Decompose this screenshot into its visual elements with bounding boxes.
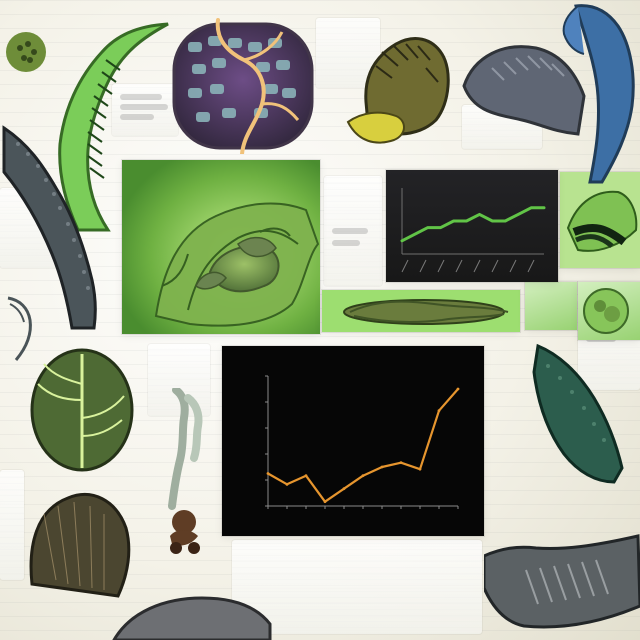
top-chart-axis-label-stroke bbox=[419, 259, 427, 273]
top-chart-axis-label-stroke bbox=[527, 259, 535, 273]
note-line bbox=[120, 114, 154, 120]
note-block-middle-left bbox=[148, 344, 210, 416]
small-critter-specimen bbox=[156, 500, 214, 558]
white-figure-specimen bbox=[156, 386, 212, 528]
bone-fragment-icon bbox=[7, 296, 32, 361]
brown-bark-svg bbox=[29, 493, 131, 598]
note-line bbox=[332, 240, 360, 246]
brown-bark-specimen bbox=[20, 488, 132, 604]
note-line bbox=[120, 104, 168, 110]
long-green-specimen-svg bbox=[322, 290, 520, 332]
green-leaf-specimen bbox=[26, 344, 140, 478]
long-green-specimen-panel bbox=[322, 290, 520, 332]
small-fossil-fragment bbox=[0, 290, 40, 370]
note-block-bottom-left bbox=[0, 470, 24, 580]
note-block-top-left bbox=[112, 84, 178, 136]
olive-creature-specimen bbox=[334, 20, 460, 146]
white-figure-svg bbox=[168, 386, 203, 510]
top-chart-axis-label-stroke bbox=[437, 259, 445, 273]
top-chart-series-line bbox=[400, 206, 546, 243]
creature-study-icon bbox=[346, 37, 450, 144]
top-chart-axis-label-stroke bbox=[491, 259, 499, 273]
top-left-round-specimen bbox=[0, 0, 80, 80]
small-green-cell-svg bbox=[583, 288, 629, 334]
top-chart-axis-label-stroke bbox=[509, 259, 517, 273]
green-leaf-svg bbox=[30, 348, 134, 472]
small-green-cell-tile bbox=[578, 282, 640, 340]
purple-tissue-specimen bbox=[170, 16, 316, 156]
dark-green-scale-specimen bbox=[526, 336, 630, 488]
gray-skeletal-creature bbox=[482, 510, 640, 640]
dark-sea-creature bbox=[456, 20, 588, 150]
small-green-tile bbox=[525, 282, 577, 330]
bottom-gray-shell bbox=[110, 588, 274, 640]
right-green-specimen-svg bbox=[560, 172, 640, 268]
cellular-tissue-icon bbox=[172, 18, 314, 156]
main-chart-svg bbox=[265, 375, 460, 509]
blue-crustacean-specimen bbox=[552, 0, 640, 188]
note-line bbox=[120, 94, 162, 100]
blue-crustacean-svg bbox=[562, 4, 635, 184]
leaf-sample-icon bbox=[6, 32, 46, 72]
main-chart-panel bbox=[222, 346, 484, 536]
green-specimen-svg bbox=[122, 160, 320, 334]
large-green-specimen-panel bbox=[122, 160, 320, 334]
top-chart-axis-label-stroke bbox=[455, 259, 463, 273]
scaled-creature-specimen bbox=[0, 110, 112, 330]
top-chart-svg bbox=[400, 188, 546, 273]
note-block-bottom bbox=[232, 540, 482, 634]
bottom-gray-shell-svg bbox=[112, 596, 272, 640]
gray-skeletal-svg bbox=[482, 534, 640, 629]
right-green-specimen-panel bbox=[560, 172, 640, 268]
note-line bbox=[332, 228, 368, 234]
top-chart-axis-label-stroke bbox=[401, 259, 409, 273]
scaled-creature-svg bbox=[2, 125, 97, 330]
small-critter-svg bbox=[170, 510, 200, 554]
top-chart-panel bbox=[386, 170, 558, 282]
main-chart-series-line bbox=[266, 387, 460, 503]
dark-green-scale-svg bbox=[532, 343, 624, 484]
dark-sea-creature-svg bbox=[462, 45, 586, 136]
top-chart-axis-label-stroke bbox=[473, 259, 481, 273]
note-block-center bbox=[324, 176, 382, 286]
